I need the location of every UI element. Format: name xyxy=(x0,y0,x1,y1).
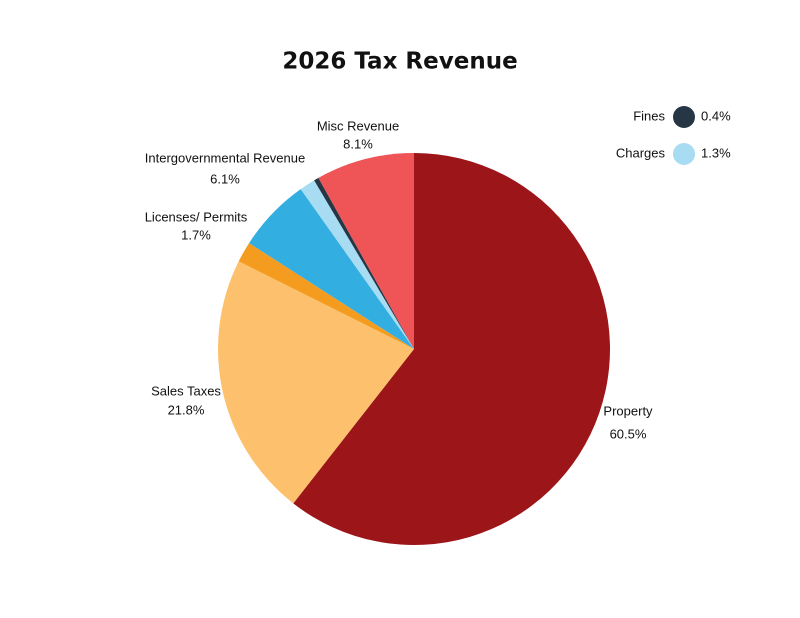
slice-label: Intergovernmental Revenue xyxy=(145,150,305,165)
legend-swatch xyxy=(673,106,695,128)
chart-title: 2026 Tax Revenue xyxy=(282,49,517,75)
pie-slice xyxy=(218,261,414,504)
pie-slice xyxy=(238,243,414,349)
slice-label: Licenses/ Permits xyxy=(145,209,248,224)
slice-value-label: 1.7% xyxy=(181,227,211,242)
slice-label: Sales Taxes xyxy=(151,383,221,398)
slice-value-label: 60.5% xyxy=(610,426,647,441)
slice-value-label: 8.1% xyxy=(343,136,373,151)
pie-slice xyxy=(314,177,414,349)
slice-label: Property xyxy=(603,403,653,418)
slice-value-label: 6.1% xyxy=(210,171,240,186)
slice-label: Misc Revenue xyxy=(317,118,399,133)
legend-swatch xyxy=(673,143,695,165)
legend-value-label: 1.3% xyxy=(701,145,731,160)
pie-slice xyxy=(318,153,414,349)
pie-slice xyxy=(293,153,611,545)
slice-value-label: 21.8% xyxy=(168,402,205,417)
pie-slice xyxy=(300,180,414,349)
legend-label: Charges xyxy=(616,145,666,160)
pie-slice xyxy=(249,189,414,349)
legend-label: Fines xyxy=(633,108,665,123)
legend-value-label: 0.4% xyxy=(701,108,731,123)
